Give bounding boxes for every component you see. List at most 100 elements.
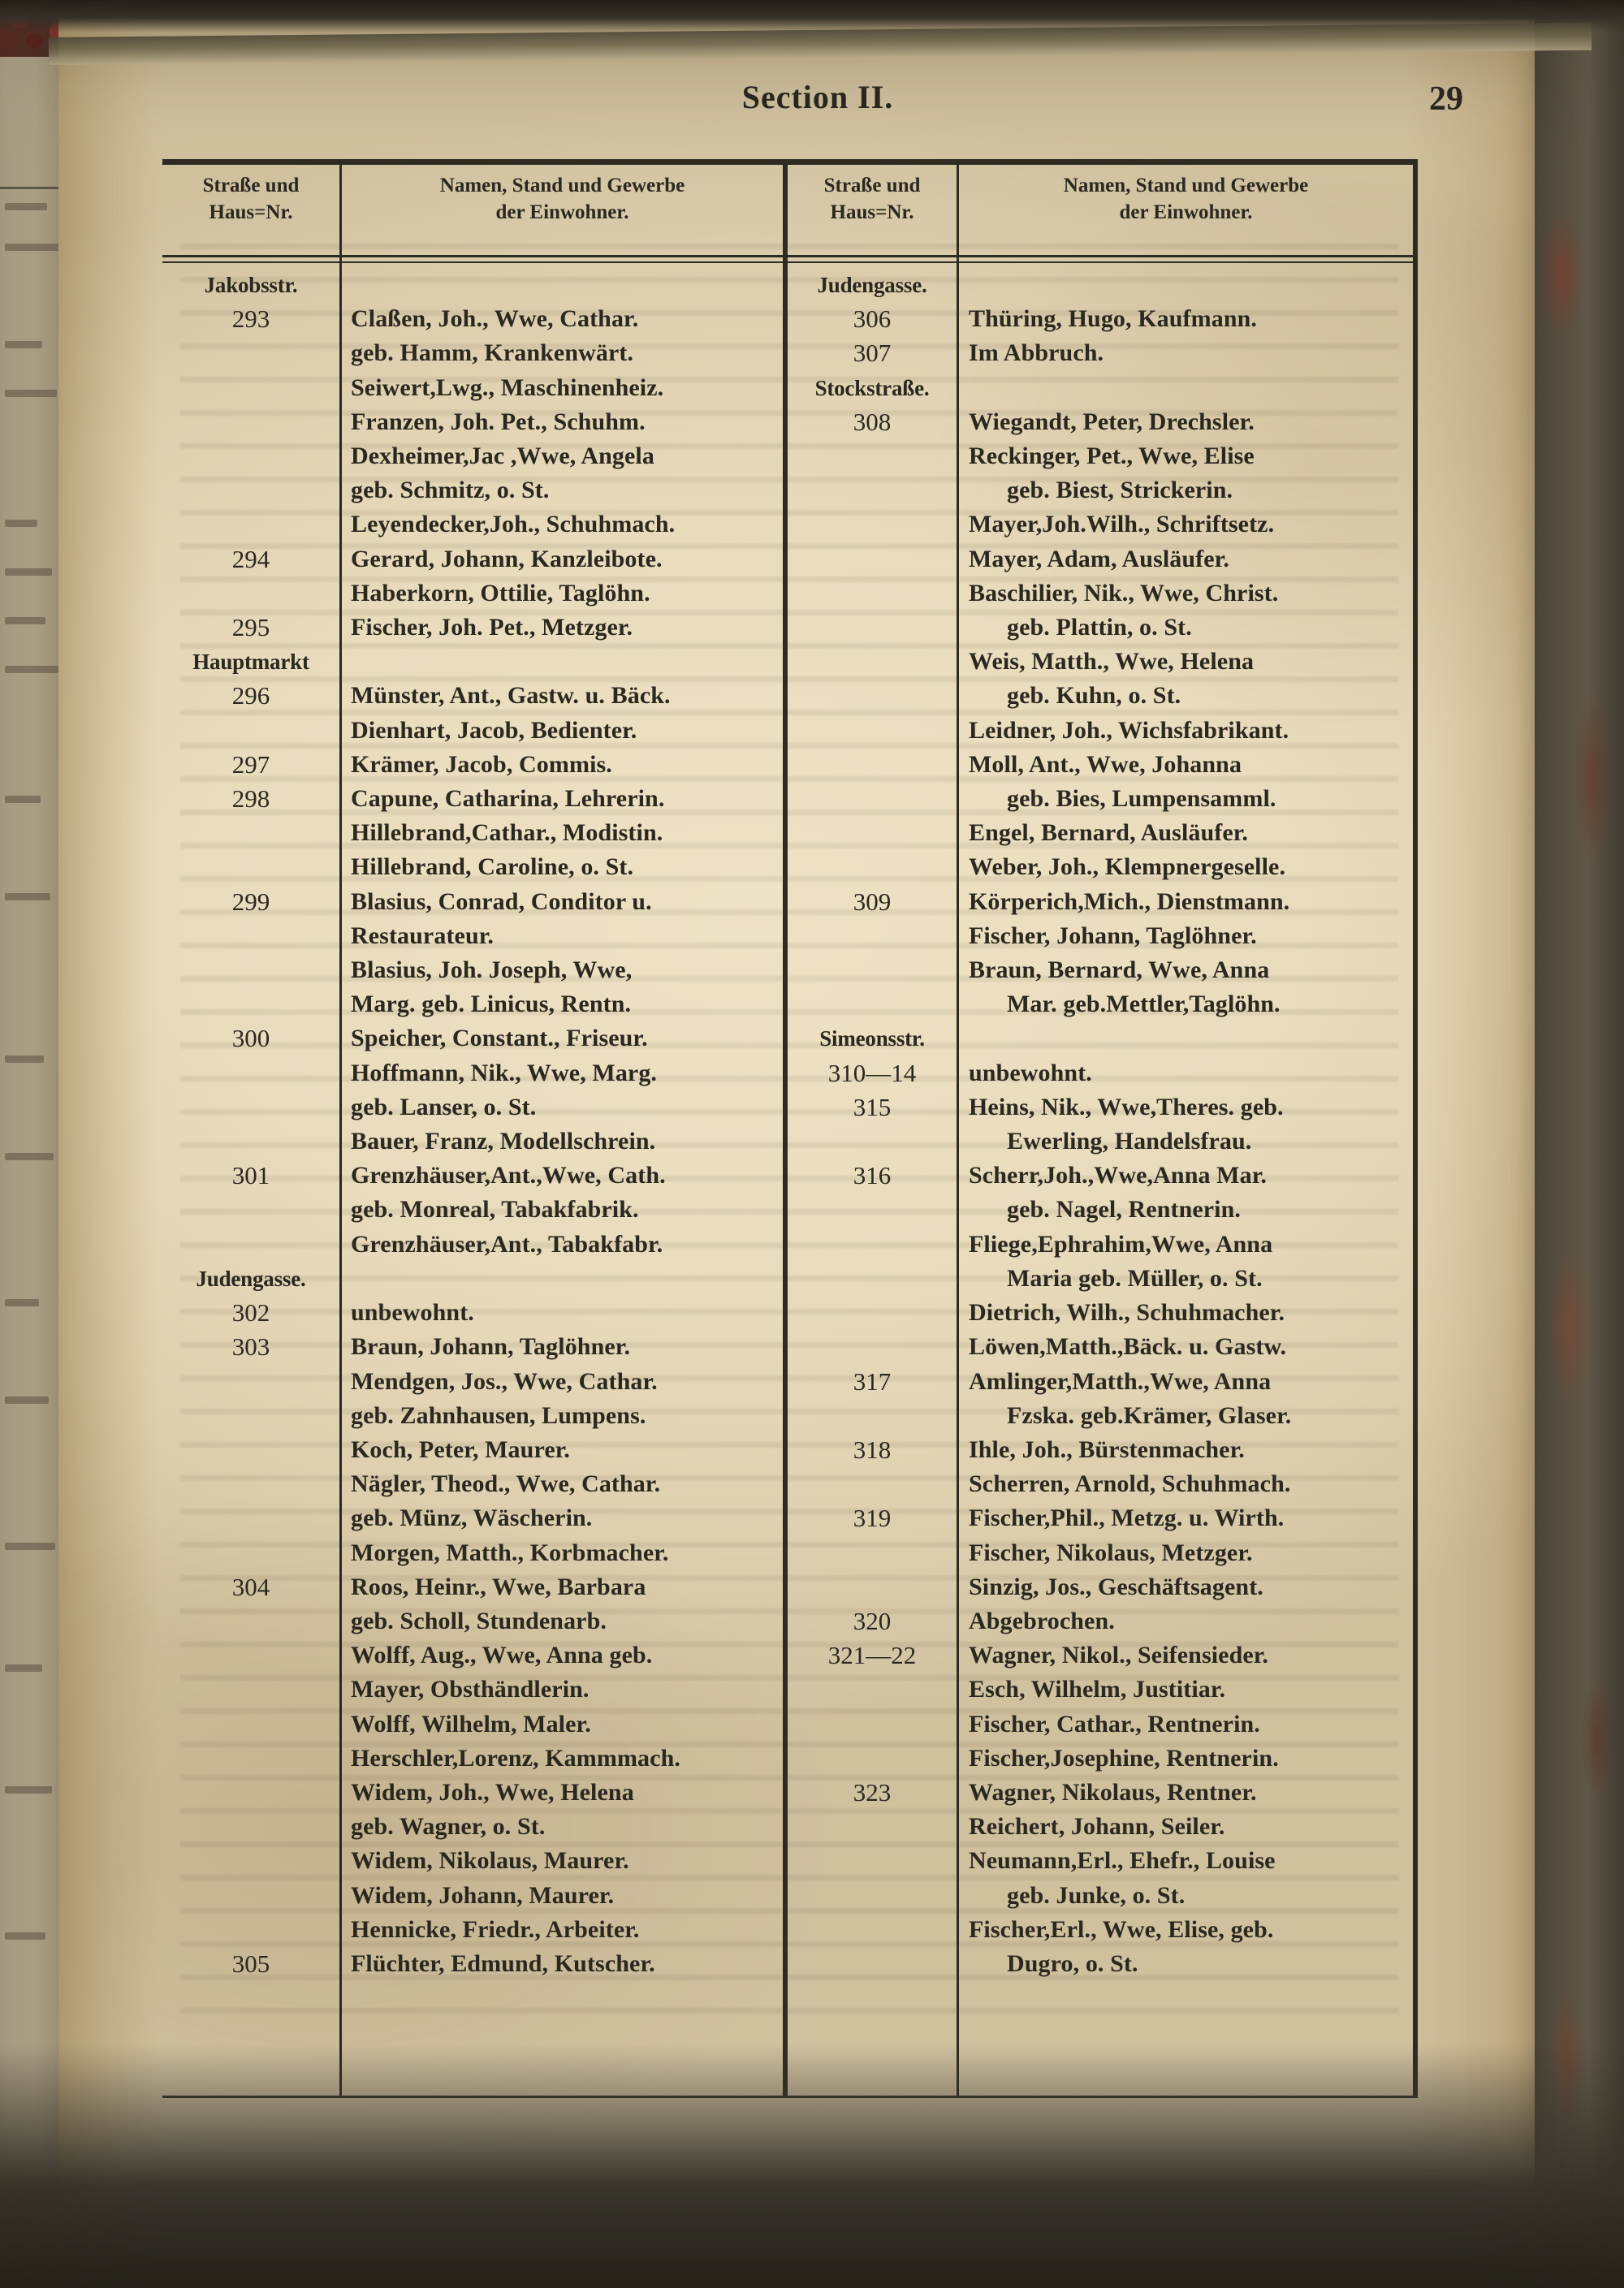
directory-entry-row: Ewerling, Handelsfrau. xyxy=(788,1125,1413,1159)
resident-entry: Amlinger,Matth.,Wwe, Anna xyxy=(969,1367,1272,1395)
house-number xyxy=(788,919,957,953)
house-number xyxy=(788,850,957,884)
center-divider xyxy=(783,159,788,2098)
resident-entry: Capune, Catharina, Lehrerin. xyxy=(351,785,665,813)
house-number: 304 xyxy=(231,1572,270,1601)
resident-entry: Claßen, Joh., Wwe, Cathar. xyxy=(351,305,639,333)
directory-entry-row: Marg. geb. Linicus, Rentn. xyxy=(162,987,783,1021)
house-number xyxy=(788,953,957,987)
house-number xyxy=(162,1673,339,1707)
resident-entry: geb. Zahnhausen, Lumpens. xyxy=(351,1401,646,1429)
directory-entry-row: Leyendecker,Joh., Schuhmach. xyxy=(162,507,783,542)
resident-entry: Mar. geb.Mettler,Taglöhn. xyxy=(1007,991,1281,1018)
page-number: 29 xyxy=(1429,80,1463,118)
house-number xyxy=(788,1673,957,1707)
resident-entry: Hillebrand, Caroline, o. St. xyxy=(351,853,634,881)
resident-entry: Löwen,Matth.,Bäck. u. Gastw. xyxy=(969,1333,1287,1361)
resident-entry: Leyendecker,Joh., Schuhmach. xyxy=(351,511,676,538)
resident-entry: geb. Münz, Wäscherin. xyxy=(351,1504,593,1532)
resident-entry: Maria geb. Müller, o. St. xyxy=(1007,1264,1263,1292)
resident-entry: Morgen, Matth., Korbmacher. xyxy=(351,1539,669,1566)
resident-entry: Dexheimer,Jac ,Wwe, Angela xyxy=(351,442,654,470)
resident-entry: Dugro, o. St. xyxy=(1007,1949,1138,1977)
resident-entry: Baschilier, Nik., Wwe, Christ. xyxy=(969,579,1279,607)
directory-entry-row: geb. Nagel, Rentnerin. xyxy=(788,1193,1413,1227)
house-number: 320 xyxy=(853,1606,892,1635)
house-number xyxy=(162,816,339,850)
directory-entry-row: geb. Junke, o. St. xyxy=(788,1879,1413,1913)
house-number xyxy=(788,1810,957,1844)
directory-entry-row: 296 Münster, Ant., Gastw. u. Bäck. xyxy=(162,679,783,713)
house-number xyxy=(162,473,339,507)
resident-entry: Herschler,Lorenz, Kammmach. xyxy=(351,1744,680,1772)
directory-entry-row: geb. Plattin, o. St. xyxy=(788,611,1413,645)
street-heading-row: Judengasse. xyxy=(162,1262,783,1296)
directory-entry-row: 307 Im Abbruch. xyxy=(788,336,1413,370)
house-number xyxy=(788,679,957,713)
directory-entry-row: Morgen, Matth., Korbmacher. xyxy=(162,1536,783,1570)
resident-entry: geb. Lanser, o. St. xyxy=(351,1093,537,1120)
house-number xyxy=(162,1604,339,1638)
house-number: 303 xyxy=(231,1332,270,1362)
resident-entry: geb. Bies, Lumpensamml. xyxy=(1007,785,1276,813)
street-name: Judengasse. xyxy=(817,273,927,297)
house-number: 305 xyxy=(231,1949,270,1978)
resident-entry: Fischer,Josephine, Rentnerin. xyxy=(969,1744,1279,1772)
resident-entry: Blasius, Conrad, Conditor u. xyxy=(351,887,652,915)
section-title: Section II. xyxy=(741,79,894,115)
column-header-address-right: Straße und Haus=Nr. xyxy=(788,172,957,226)
directory-entry-row: Hillebrand, Caroline, o. St. xyxy=(162,850,783,884)
directory-entry-row: 293 Claßen, Joh., Wwe, Cathar. xyxy=(162,302,783,336)
directory-entry-row: 309 Körperich,Mich., Dienstmann. xyxy=(788,885,1413,919)
house-number: 318 xyxy=(853,1435,892,1464)
directory-entry-row: geb. Monreal, Tabakfabrik. xyxy=(162,1193,783,1227)
directory-entry-row: Widem, Johann, Maurer. xyxy=(162,1879,783,1913)
house-number xyxy=(162,1433,339,1467)
header-line-2: Haus=Nr. xyxy=(209,201,293,223)
directory-table: Straße und Haus=Nr. Namen, Stand und Gew… xyxy=(162,159,1418,2098)
directory-entry-row: Braun, Bernard, Wwe, Anna xyxy=(788,953,1413,987)
directory-entry-row: Widem, Nikolaus, Maurer. xyxy=(162,1844,783,1878)
resident-entry: Fischer,Phil., Metzg. u. Wirth. xyxy=(969,1504,1285,1532)
house-number xyxy=(788,1742,957,1776)
directory-entry-row: Franzen, Joh. Pet., Schuhm. xyxy=(162,405,783,439)
directory-entry-row: 315 Heins, Nik., Wwe,Theres. geb. xyxy=(788,1090,1413,1125)
house-number xyxy=(162,1913,339,1947)
house-number: 293 xyxy=(231,304,270,334)
directory-entry-row: 298 Capune, Catharina, Lehrerin. xyxy=(162,782,783,816)
street-heading-row: Jakobsstr. xyxy=(162,268,783,302)
street-heading-row: Judengasse. xyxy=(788,268,1413,302)
resident-entry: Wiegandt, Peter, Drechsler. xyxy=(969,408,1255,435)
running-head: Section II. 29 xyxy=(172,78,1463,135)
header-line-2: der Einwohner. xyxy=(495,201,629,223)
house-number xyxy=(162,1879,339,1913)
resident-entry: Fzska. geb.Krämer, Glaser. xyxy=(1007,1401,1292,1429)
directory-entry-row: geb. Hamm, Krankenwärt. xyxy=(162,336,783,370)
house-number: 316 xyxy=(853,1161,892,1190)
house-number xyxy=(162,953,339,987)
resident-entry: Heins, Nik., Wwe,Theres. geb. xyxy=(969,1093,1284,1120)
resident-entry: Weis, Matth., Wwe, Helena xyxy=(969,648,1255,676)
house-number xyxy=(788,473,957,507)
directory-entry-row: geb. Scholl, Stundenarb. xyxy=(162,1604,783,1638)
house-number xyxy=(162,1638,339,1673)
directory-entry-row: 308 Wiegandt, Peter, Drechsler. xyxy=(788,405,1413,439)
directory-entry-row: Fischer,Erl., Wwe, Elise, geb. xyxy=(788,1913,1413,1947)
directory-column-left: Jakobsstr. 293 Claßen, Joh., Wwe, Cathar.… xyxy=(162,268,783,2093)
street-heading-row: Stockstraße. xyxy=(788,371,1413,405)
directory-entry-row: geb. Wagner, o. St. xyxy=(162,1810,783,1844)
header-line-1: Straße und xyxy=(202,175,300,196)
resident-entry: Dietrich, Wilh., Schuhmacher. xyxy=(969,1299,1285,1327)
header-line-2: der Einwohner. xyxy=(1119,201,1253,223)
directory-entry-row: Weis, Matth., Wwe, Helena xyxy=(788,645,1413,679)
directory-entry-row: Widem, Joh., Wwe, Helena xyxy=(162,1776,783,1810)
house-number xyxy=(162,987,339,1021)
resident-entry: Münster, Ant., Gastw. u. Bäck. xyxy=(351,682,671,710)
house-number xyxy=(788,1844,957,1878)
house-number xyxy=(788,1536,957,1570)
house-number xyxy=(162,576,339,611)
directory-entry-row: 323 Wagner, Nikolaus, Rentner. xyxy=(788,1776,1413,1810)
directory-entry-row: Restaurateur. xyxy=(162,919,783,953)
directory-entry-row: geb. Kuhn, o. St. xyxy=(788,679,1413,713)
resident-entry: geb. Plattin, o. St. xyxy=(1007,614,1192,641)
